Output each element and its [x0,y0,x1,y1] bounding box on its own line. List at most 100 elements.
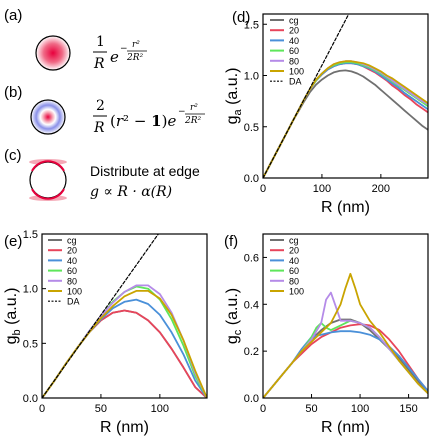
series-line-40 [263,62,428,178]
chart-panel-f: (f) 0 50 100 150 0.0 0.2 0.4 0.6 R (nm) gc (a.u.) c… [224,233,429,436]
legend-label-40: 40 [289,256,299,266]
legend-label-DA: DA [289,77,302,87]
y-tick-label: 1.0 [244,71,259,83]
series-line-60 [263,61,428,178]
svg-text:e: e [110,48,119,66]
panel-c-text2: g ∝ R · α(R) [90,184,172,200]
y-tick-label: 0.4 [244,299,259,311]
svg-text:(r² − 1)e: (r² − 1)e [110,112,176,130]
x-tick-label: 100 [351,403,369,415]
particle-outline [35,35,71,71]
series-line-60 [263,319,428,398]
svg-text:2R²: 2R² [126,53,144,63]
legend-label-20: 20 [289,246,299,256]
edge-arc-top [31,160,65,172]
x-tick-label: 150 [399,403,417,415]
x-tick-label: 100 [151,403,169,415]
legend-label-cg: cg [289,16,299,26]
series-group [42,234,207,398]
y-tick-label: 0.5 [244,122,259,134]
series-line-80 [263,60,428,178]
chart-panel-d: (d) 0 100 200 0.0 0.5 1.0 1.5 R (nm) ga (a.u.) cg2… [224,9,429,216]
x-tick-label: 100 [313,183,331,195]
y-tick-label: 0.0 [244,173,259,185]
x-tick-label: 0 [260,403,266,415]
legend-label-80: 80 [67,276,77,286]
svg-text:r²: r² [132,40,140,50]
x-axis-label: R (nm) [321,199,370,216]
svg-text:r²: r² [190,103,198,113]
legend-label-80: 80 [289,276,299,286]
svg-text:1: 1 [96,34,105,50]
legend-label-20: 20 [289,26,299,36]
y-tick-label: 1.5 [23,229,38,241]
legend-label-100: 100 [289,287,304,297]
plot-frame [262,233,429,399]
y-tick-label: 1.0 [23,284,38,296]
ring-profile-image [31,100,65,134]
edge-arc-bottom [31,188,65,200]
x-tick-label: 200 [372,183,390,195]
svg-text:R: R [93,120,105,136]
svg-text:R: R [93,56,105,72]
y-tick-label: 0.5 [23,338,38,350]
series-line-DA [42,234,160,398]
panel-c-text1: Distribute at edge [90,163,200,179]
legend-label-40: 40 [67,256,77,266]
series-line-DA [263,14,350,178]
x-axis-label: R (nm) [321,419,370,436]
series-line-20 [42,309,207,398]
series-line-40 [42,298,207,398]
legend-label-100: 100 [289,67,304,77]
legend-label-cg: cg [289,236,299,246]
series-line-100 [263,60,428,178]
chart-panel-e: (e) 0 50 100 0.0 0.5 1.0 1.5 R (nm) gb (a.u.) cg20… [3,229,208,436]
panel-a: (a) 1 R e − r² 2R² [4,7,147,72]
legend-label-100: 100 [67,287,82,297]
y-tick-label: 1.5 [244,19,259,31]
legend-label-60: 60 [289,46,299,56]
x-tick-label: 0 [260,183,266,195]
panel-label: (f) [224,233,238,250]
legend-label-cg: cg [67,236,77,246]
x-axis-label: R (nm) [100,419,149,436]
legend-label-DA: DA [67,297,80,307]
legend-label-60: 60 [289,266,299,276]
svg-text:2R²: 2R² [184,116,202,126]
y-tick-label: 0.0 [23,393,38,405]
series-line-20 [263,62,428,178]
y-tick-label: 0.0 [244,393,259,405]
panel-label: (d) [232,9,250,26]
panel-b-label: (b) [4,84,22,101]
y-tick-label: 0.2 [244,346,259,358]
particle-outline [30,99,66,135]
panel-b: (b) 2 R (r² − 1)e − r² 2R² [4,84,205,136]
y-axis-label: ga (a.u.) [224,68,244,125]
panel-label: (e) [4,233,22,250]
x-tick-label: 50 [95,403,107,415]
legend-label-80: 80 [289,56,299,66]
y-tick-label: 0.6 [244,252,259,264]
legend-label-40: 40 [289,36,299,46]
series-group [263,14,428,178]
svg-text:2: 2 [96,98,105,114]
series-group [263,272,428,398]
x-tick-label: 0 [39,403,45,415]
svg-text:−: − [120,44,128,54]
panel-c: (c) Distribute at edge g ∝ R · α(R) [4,147,200,201]
series-line-cg [42,309,207,398]
legend-label-60: 60 [67,266,77,276]
x-tick-label: 50 [305,403,317,415]
panel-c-label: (c) [4,147,22,164]
gaussian-profile-image [36,36,70,70]
legend-label-20: 20 [67,246,77,256]
series-line-80 [263,291,428,398]
series-line-100 [263,272,428,398]
formula-b: 2 R (r² − 1)e − r² 2R² [93,98,205,136]
plot-frame [41,233,208,399]
plot-frame [262,13,429,179]
